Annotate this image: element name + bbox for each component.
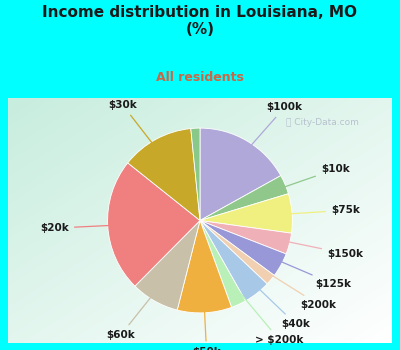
Text: $50k: $50k [192, 283, 221, 350]
Text: $150k: $150k [261, 236, 363, 259]
Wedge shape [200, 194, 292, 233]
Text: All residents: All residents [156, 71, 244, 84]
Wedge shape [200, 128, 281, 220]
Text: Income distribution in Louisiana, MO
(%): Income distribution in Louisiana, MO (%) [42, 5, 358, 37]
Wedge shape [177, 220, 232, 313]
Wedge shape [200, 220, 246, 307]
Wedge shape [108, 163, 200, 286]
Text: $200k: $200k [248, 260, 337, 310]
Wedge shape [200, 220, 286, 275]
Text: $30k: $30k [108, 100, 170, 166]
Wedge shape [200, 220, 292, 254]
Text: $100k: $100k [232, 103, 302, 167]
Text: > $200k: > $200k [227, 277, 303, 345]
Wedge shape [128, 128, 200, 220]
Text: $20k: $20k [40, 223, 137, 233]
Text: $40k: $40k [239, 270, 310, 329]
Text: $125k: $125k [255, 251, 351, 289]
Text: $75k: $75k [263, 205, 360, 216]
Text: $10k: $10k [258, 164, 350, 196]
Text: $60k: $60k [106, 275, 169, 340]
Wedge shape [191, 128, 200, 220]
Wedge shape [200, 220, 274, 284]
Wedge shape [135, 220, 200, 310]
Text: ⓘ City-Data.com: ⓘ City-Data.com [286, 118, 359, 127]
Wedge shape [200, 176, 288, 220]
Wedge shape [200, 220, 267, 301]
